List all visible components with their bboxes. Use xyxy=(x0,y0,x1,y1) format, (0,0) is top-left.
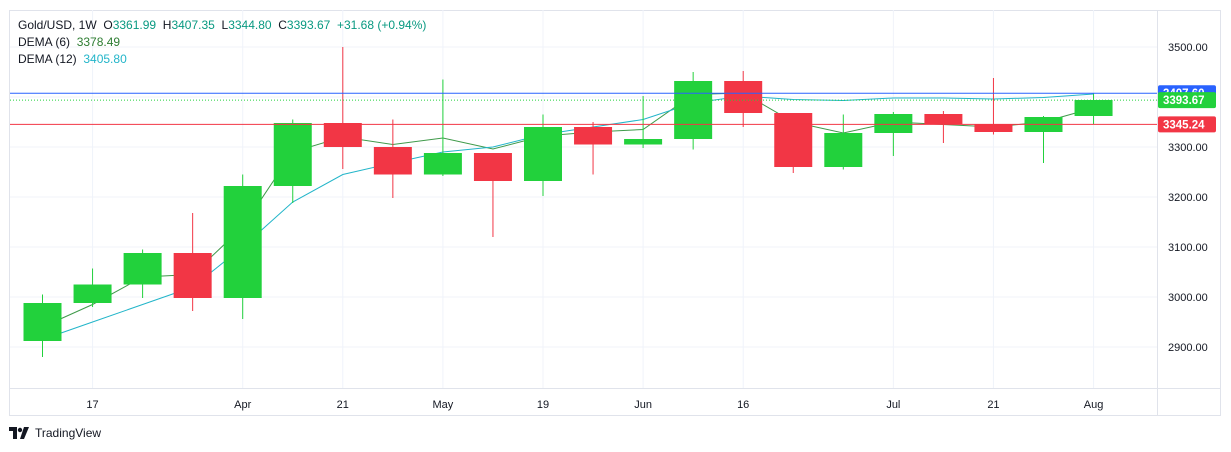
candle-body xyxy=(574,127,613,145)
price-badge-label-1: 3393.67 xyxy=(1163,95,1205,107)
tradingview-icon xyxy=(9,427,29,439)
candle xyxy=(1074,93,1113,125)
candle-body xyxy=(874,114,913,133)
legend-change: +31.68 (+0.94%) xyxy=(336,18,427,32)
legend-open-value: 3361.99 xyxy=(112,18,157,32)
candle xyxy=(273,119,312,203)
x-tick-label: Jul xyxy=(886,399,900,411)
price-axis[interactable]: 2900.003000.003100.003200.003300.003400.… xyxy=(1158,42,1216,354)
dema12-line xyxy=(42,93,1094,340)
candle-body xyxy=(724,81,763,113)
candle xyxy=(323,47,362,169)
legend-ohlc-row: Gold/USD, 1W O3361.99 H3407.35 L3344.80 … xyxy=(18,17,426,34)
dema6-line xyxy=(42,92,1094,328)
x-tick-label: 19 xyxy=(537,399,549,411)
candle xyxy=(824,114,863,170)
legend-low-value: 3344.80 xyxy=(228,18,272,32)
candle xyxy=(23,294,62,357)
y-tick-label: 3100.00 xyxy=(1168,242,1208,254)
legend-dema12-row[interactable]: DEMA (12) 3405.80 xyxy=(18,51,426,68)
candle xyxy=(373,119,412,198)
candle-body xyxy=(624,139,663,145)
candle-body xyxy=(524,127,562,181)
legend-high-value: 3407.35 xyxy=(171,18,215,32)
legend-close-label: C xyxy=(278,18,287,32)
candle-body xyxy=(974,124,1013,132)
candle xyxy=(874,112,913,156)
x-tick-label: Aug xyxy=(1084,399,1104,411)
candle-body xyxy=(774,113,813,167)
legend-symbol[interactable]: Gold/USD, 1W xyxy=(18,18,97,32)
candle-body xyxy=(1074,100,1113,116)
legend-dema6-label: DEMA (6) xyxy=(18,35,71,49)
candle-body xyxy=(824,133,863,167)
candle xyxy=(1024,116,1063,163)
candles xyxy=(23,47,1113,357)
legend-close-value: 3393.67 xyxy=(286,18,331,32)
candle-body xyxy=(173,253,212,298)
candle-body xyxy=(23,303,62,341)
legend-dema6-value: 3378.49 xyxy=(76,35,121,49)
legend-dema12-value: 3405.80 xyxy=(83,52,127,66)
legend-high-label: H xyxy=(162,18,172,32)
candle xyxy=(674,72,713,150)
price-badge-1 xyxy=(1158,92,1216,109)
candle-body xyxy=(674,81,713,139)
indicator-lines xyxy=(42,92,1094,340)
x-tick-label: 21 xyxy=(987,399,999,411)
candle-body xyxy=(423,153,462,175)
tradingview-logo-text: TradingView xyxy=(35,426,102,440)
x-tick-label: 17 xyxy=(86,399,98,411)
candle xyxy=(423,79,462,176)
y-tick-label: 3300.00 xyxy=(1168,142,1208,154)
candle xyxy=(724,71,763,127)
candle-body xyxy=(473,153,512,181)
candle xyxy=(574,122,613,175)
y-tick-label: 3200.00 xyxy=(1168,192,1208,204)
price-lines xyxy=(10,92,1157,125)
price-badge-label-2: 3345.24 xyxy=(1163,119,1205,131)
legend-open-label: O xyxy=(103,18,113,32)
candle-body xyxy=(273,123,312,186)
candle xyxy=(774,113,813,173)
x-tick-label: Jun xyxy=(634,399,652,411)
candle xyxy=(123,249,162,298)
candle-body xyxy=(73,284,112,303)
tradingview-logo[interactable]: TradingView xyxy=(9,426,101,440)
candle xyxy=(624,96,663,148)
legend-dema6-row[interactable]: DEMA (6) 3378.49 xyxy=(18,34,426,51)
price-badge-2 xyxy=(1158,116,1216,133)
candle xyxy=(524,114,562,196)
legend-low-label: L xyxy=(221,18,229,32)
candle xyxy=(924,111,963,143)
candle xyxy=(974,78,1013,135)
chart-frame xyxy=(9,10,1221,416)
candle-body xyxy=(223,186,262,298)
candle-body xyxy=(323,123,362,147)
y-tick-label: 2900.00 xyxy=(1168,342,1208,354)
candle xyxy=(173,213,212,311)
x-tick-label: 21 xyxy=(337,399,349,411)
y-tick-label: 3000.00 xyxy=(1168,292,1208,304)
time-axis[interactable]: 17 Apr 21 May 19 Jun 16 Jul 21 Aug xyxy=(86,399,1103,411)
candle-body xyxy=(373,147,412,175)
x-tick-label: 16 xyxy=(737,399,749,411)
candle-body xyxy=(924,114,963,125)
y-tick-label: 3500.00 xyxy=(1168,42,1208,54)
candle xyxy=(223,174,262,319)
x-tick-label: May xyxy=(433,399,454,411)
legend-dema12-label: DEMA (12) xyxy=(18,52,77,66)
candle xyxy=(73,268,112,307)
x-tick-label: Apr xyxy=(234,399,251,411)
candle-body xyxy=(123,253,162,285)
candle xyxy=(473,153,512,237)
chart-legend: Gold/USD, 1W O3361.99 H3407.35 L3344.80 … xyxy=(18,17,426,68)
